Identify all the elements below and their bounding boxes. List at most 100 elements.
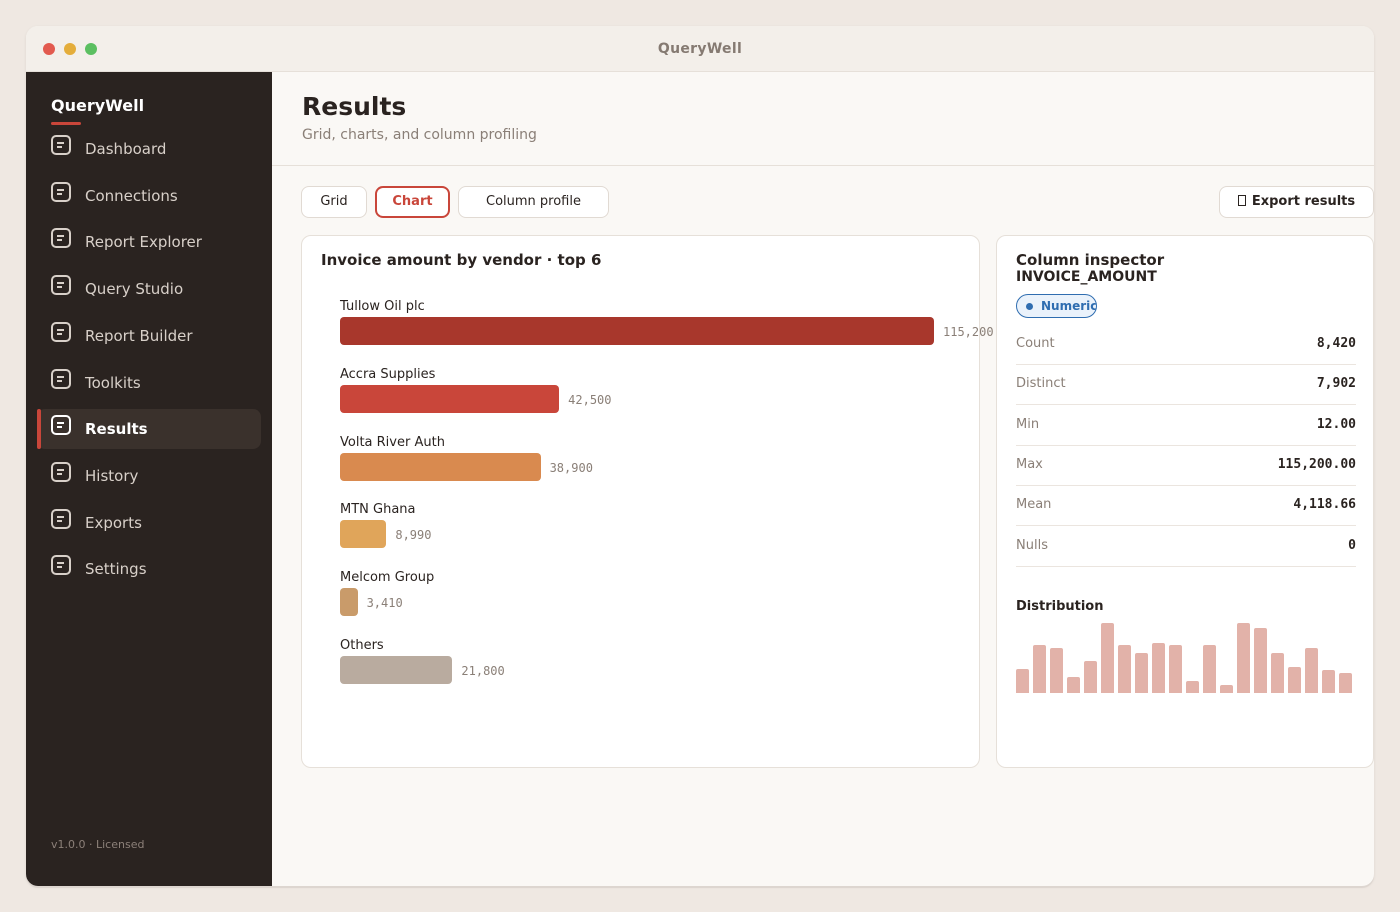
- histogram-bar: [1322, 669, 1335, 693]
- page-subtitle: Grid, charts, and column profiling: [302, 127, 537, 143]
- sidebar-item-settings[interactable]: Settings: [37, 549, 261, 589]
- distribution-title: Distribution: [1016, 599, 1104, 614]
- tab-chart[interactable]: Chart: [375, 186, 450, 218]
- histogram-bar: [1220, 685, 1233, 693]
- document-icon: [51, 508, 71, 529]
- stat-label: Mean: [1016, 497, 1052, 513]
- column-inspector-card: Column inspector INVOICE_AMOUNT Numeric …: [996, 235, 1374, 768]
- minimize-window-button[interactable]: [64, 43, 76, 55]
- histogram-bar: [1067, 676, 1080, 693]
- brand-name: QueryWell: [51, 96, 145, 115]
- bar[interactable]: [340, 452, 541, 481]
- chart-card: Invoice amount by vendor · top 6 Tullow …: [301, 235, 994, 768]
- sidebar-item-dashboard[interactable]: Dashboard: [37, 129, 261, 169]
- title-bar: QueryWell: [26, 26, 1374, 72]
- chart-title: Invoice amount by vendor · top 6: [321, 251, 602, 269]
- page-title: Results: [302, 92, 407, 121]
- sidebar-item-connections[interactable]: Connections: [37, 176, 261, 216]
- export-results-label: Export results: [1251, 194, 1356, 209]
- histogram-bar: [1186, 681, 1199, 693]
- sidebar: QueryWell Dashboard Connections Report Exp…: [26, 72, 272, 886]
- stat-row-nulls: Nulls 0: [1016, 527, 1356, 567]
- stat-label: Min: [1016, 416, 1040, 432]
- sidebar-item-label: Toolkits: [85, 373, 141, 392]
- export-icon: [1237, 195, 1246, 206]
- histogram-bar: [1339, 672, 1352, 693]
- bar-group: Melcom Group 3,410: [340, 570, 980, 630]
- bar-group: Others 21,800: [340, 638, 980, 698]
- histogram-bar: [1254, 627, 1267, 693]
- sidebar-item-exports[interactable]: Exports: [37, 503, 261, 543]
- version-label: v1.0.0 · Licensed: [51, 838, 145, 851]
- histogram-bar: [1118, 644, 1131, 693]
- stat-row-distinct: Distinct 7,902: [1016, 365, 1356, 406]
- histogram-bar: [1237, 623, 1250, 693]
- bar-category-label: Others: [340, 638, 384, 653]
- bar[interactable]: [340, 588, 358, 617]
- bar-group: MTN Ghana 8,990: [340, 502, 980, 562]
- document-icon: [51, 181, 71, 202]
- sidebar-item-label: Results: [85, 420, 148, 439]
- sidebar-item-label: Report Builder: [85, 326, 193, 345]
- sidebar-item-report-builder[interactable]: Report Builder: [37, 316, 261, 356]
- window-title: QueryWell: [657, 41, 743, 57]
- bar-group: Accra Supplies 42,500: [340, 367, 980, 427]
- histogram-bar: [1305, 647, 1318, 693]
- bar-category-label: Accra Supplies: [340, 366, 436, 382]
- sidebar-item-label: Exports: [85, 513, 142, 532]
- bar-value-label: 115,200: [943, 325, 994, 339]
- sidebar-item-label: Report Explorer: [85, 233, 202, 252]
- bar-value-label: 38,900: [549, 460, 593, 475]
- close-window-button[interactable]: [43, 43, 55, 55]
- stat-value: 0: [1348, 537, 1356, 553]
- bar-category-label: Melcom Group: [340, 570, 435, 586]
- sidebar-item-results[interactable]: Results: [37, 409, 261, 450]
- histogram-bar: [1288, 667, 1301, 693]
- sidebar-item-toolkits[interactable]: Toolkits: [37, 363, 261, 403]
- document-icon: [51, 321, 71, 342]
- histogram-bar: [1084, 660, 1097, 693]
- histogram-bar: [1169, 645, 1182, 693]
- bar-value-label: 21,800: [461, 664, 505, 678]
- bar[interactable]: [340, 520, 387, 549]
- maximize-window-button[interactable]: [85, 43, 97, 55]
- stat-row-max: Max 115,200.00: [1016, 446, 1356, 486]
- histogram-bar: [1016, 669, 1029, 693]
- bar-category-label: Volta River Auth: [340, 434, 445, 450]
- stat-label: Max: [1016, 456, 1043, 472]
- brand-underline: [51, 122, 81, 125]
- bar-value-label: 42,500: [568, 392, 612, 407]
- bar-value-label: 8,990: [395, 528, 432, 543]
- stat-value: 8,420: [1316, 336, 1356, 351]
- stat-row-mean: Mean 4,118.66: [1016, 486, 1356, 527]
- stat-value: 115,200.00: [1277, 456, 1356, 472]
- document-icon: [51, 228, 71, 249]
- sidebar-item-label: Connections: [85, 186, 178, 205]
- active-indicator: [37, 409, 41, 450]
- bar[interactable]: [340, 317, 934, 345]
- bar-group: Volta River Auth 38,900: [340, 435, 980, 495]
- sidebar-item-history[interactable]: History: [37, 456, 261, 496]
- sidebar-item-query-studio[interactable]: Query Studio: [37, 269, 261, 309]
- bar[interactable]: [340, 656, 453, 684]
- main-content: Results Grid, charts, and column profili…: [272, 72, 1374, 886]
- bar-category-label: MTN Ghana: [340, 502, 416, 518]
- sidebar-item-label: Dashboard: [85, 140, 167, 158]
- stat-value: 7,902: [1316, 376, 1356, 392]
- stat-label: Count: [1016, 336, 1055, 351]
- histogram-bar: [1271, 653, 1284, 693]
- document-icon: [51, 135, 71, 155]
- stat-value: 12.00: [1316, 416, 1356, 432]
- histogram-bar: [1203, 644, 1216, 693]
- tab-column-profile[interactable]: Column profile: [458, 186, 609, 218]
- bar[interactable]: [340, 384, 560, 413]
- tab-grid[interactable]: Grid: [301, 186, 367, 218]
- stat-value: 4,118.66: [1293, 497, 1356, 513]
- histogram-bar: [1152, 642, 1165, 693]
- stat-label: Nulls: [1016, 537, 1048, 553]
- inspector-column-name: INVOICE_AMOUNT: [1016, 269, 1157, 285]
- export-results-button[interactable]: Export results: [1219, 186, 1374, 218]
- histogram-bar: [1050, 648, 1063, 693]
- document-icon: [51, 415, 71, 436]
- sidebar-item-report-explorer[interactable]: Report Explorer: [37, 222, 261, 262]
